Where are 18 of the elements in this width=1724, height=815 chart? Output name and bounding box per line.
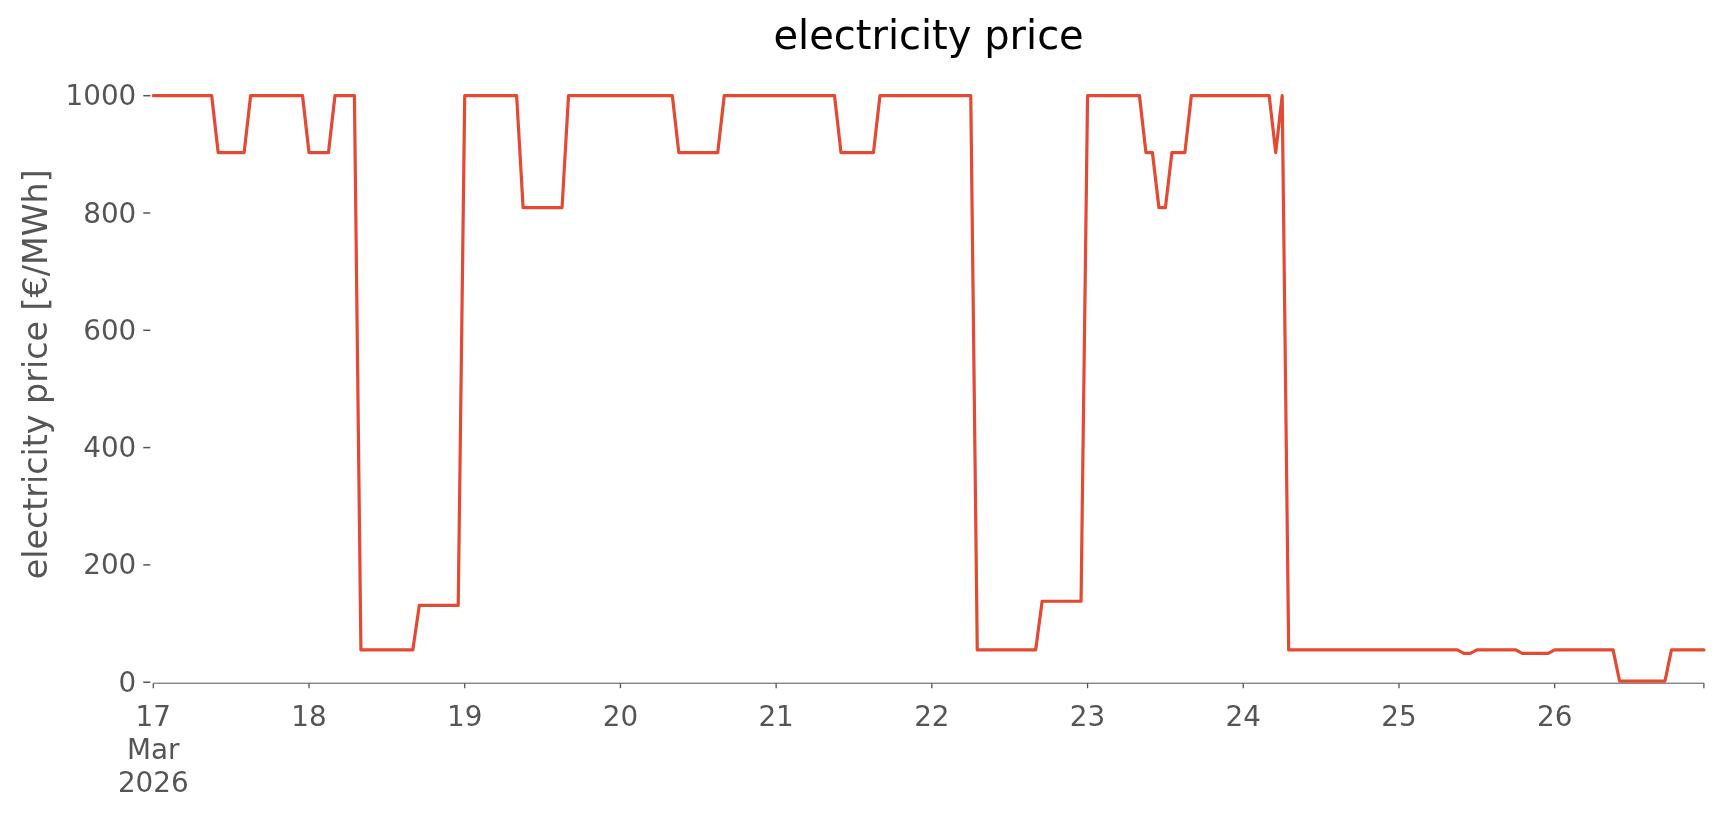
- x-tick-label: 20: [602, 700, 639, 734]
- x-tick-label: 18: [291, 700, 327, 734]
- y-tick-label: 200: [83, 548, 137, 582]
- y-tick-label: 800: [83, 196, 137, 230]
- x-tick-label: 23: [1069, 700, 1106, 734]
- x-tick-label: 25: [1381, 700, 1417, 734]
- x-tick-label: 21: [758, 700, 794, 734]
- x-tick-label: 26: [1536, 700, 1573, 734]
- x-tick-label: 22: [914, 700, 950, 734]
- y-tick-label: 0: [118, 665, 137, 699]
- x-tick-label: 19: [447, 700, 483, 734]
- x-tick-label: 17 Mar 2026: [117, 700, 189, 800]
- y-tick-label: 400: [83, 431, 137, 465]
- chart-title: electricity price: [773, 12, 1084, 58]
- y-tick-label: 600: [83, 313, 137, 347]
- x-tick-label: 24: [1225, 700, 1261, 734]
- y-tick-label: 1000: [65, 79, 137, 113]
- y-axis-title: electricity price [€/MWh]: [15, 169, 55, 580]
